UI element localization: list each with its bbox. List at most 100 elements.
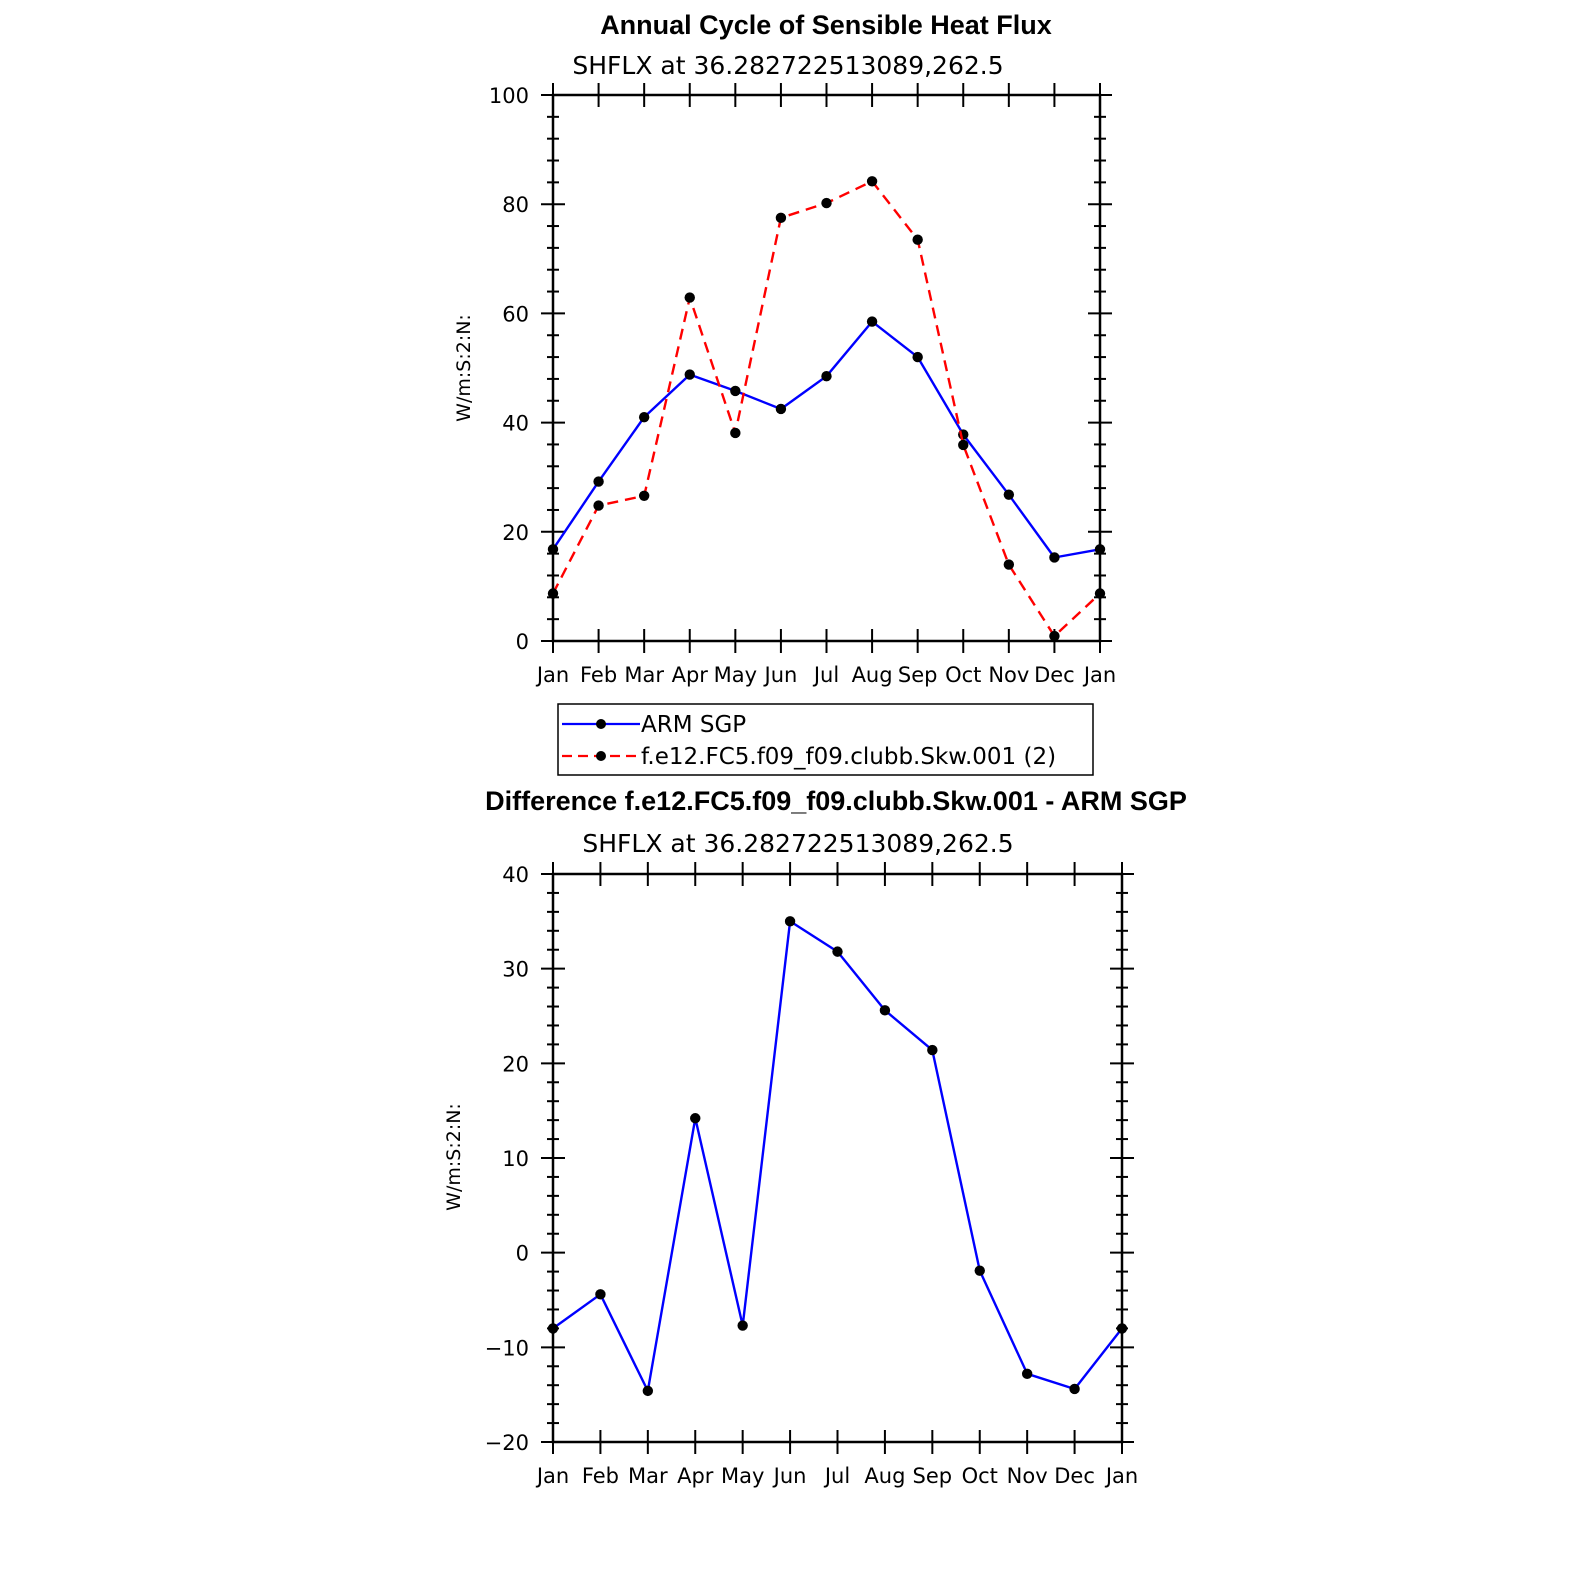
y-tick-label: 10 <box>502 1147 529 1171</box>
legend-entry-arm-sgp: ARM SGP <box>562 712 746 738</box>
data-point <box>832 946 843 957</box>
data-point <box>684 292 695 303</box>
data-point <box>690 1113 701 1124</box>
series-line-0 <box>552 320 1101 559</box>
y-tick-label: 30 <box>502 958 529 982</box>
y-tick-label: 100 <box>489 84 529 108</box>
data-point <box>1094 588 1106 599</box>
data-point <box>784 916 796 927</box>
series-line-0 <box>552 920 1123 1393</box>
data-point <box>912 234 923 245</box>
data-point <box>958 439 969 451</box>
data-point <box>593 500 604 511</box>
y-tick-label: −10 <box>485 1336 529 1360</box>
data-point <box>866 176 878 187</box>
data-point <box>775 212 787 224</box>
x-tick-label: Sep <box>913 1464 953 1488</box>
x-tick-label: Jan <box>1104 1464 1138 1488</box>
x-tick-label: Jan <box>535 663 569 687</box>
x-tick-label: Mar <box>624 663 664 687</box>
x-tick-label: Jul <box>823 1464 850 1488</box>
x-tick-label: May <box>714 663 757 687</box>
chart-title: Difference f.e12.FC5.f09_f09.clubb.Skw.0… <box>485 786 1187 816</box>
y-tick-label: 20 <box>502 1052 529 1076</box>
data-point <box>547 1323 559 1334</box>
chart-subtitle: SHFLX at 36.282722513089,262.5 <box>572 51 1003 80</box>
data-point <box>638 411 650 423</box>
data-point <box>912 351 923 363</box>
data-point <box>642 1385 654 1397</box>
data-point <box>775 403 787 415</box>
x-tick-label: Aug <box>852 663 893 687</box>
data-point <box>821 197 832 209</box>
legend-marker-arm-sgp <box>596 719 606 729</box>
chart-title: Annual Cycle of Sensible Heat Flux <box>600 10 1052 40</box>
plot-area: −20 −10 0 10 20 30 40 Jan Feb Mar Apr May Jun Jul Aug S… <box>485 862 1138 1488</box>
x-tick-label: Dec <box>1054 1464 1095 1488</box>
difference-chart: Difference f.e12.FC5.f09_f09.clubb.Skw.0… <box>443 786 1187 1488</box>
data-point <box>927 1044 938 1056</box>
data-point <box>879 1005 891 1016</box>
data-point <box>595 1289 606 1300</box>
x-tick-label: Dec <box>1034 663 1075 687</box>
x-tick-label: Jun <box>772 1464 807 1488</box>
x-tick-label: Apr <box>672 663 709 687</box>
legend-marker-model <box>596 751 606 761</box>
data-point <box>1021 1368 1033 1380</box>
x-tick-label: Sep <box>898 663 938 687</box>
x-tick-label: Jun <box>763 663 798 687</box>
data-point <box>1116 1323 1128 1334</box>
legend-label-arm-sgp: ARM SGP <box>641 712 746 738</box>
y-tick-label: 60 <box>502 302 529 326</box>
y-axis-label: W/m:S:2:N: <box>453 314 475 422</box>
x-tick-label: May <box>721 1464 764 1488</box>
y-tick-label: 40 <box>502 412 529 436</box>
data-point <box>1069 1383 1080 1395</box>
x-tick-label: Oct <box>945 663 981 687</box>
x-tick-label: Oct <box>962 1464 998 1488</box>
x-tick-label: Aug <box>864 1464 905 1488</box>
data-point <box>638 490 650 501</box>
legend-box <box>557 703 1094 776</box>
chart-subtitle: SHFLX at 36.282722513089,262.5 <box>582 829 1013 858</box>
x-tick-label: Mar <box>628 1464 668 1488</box>
y-tick-label: 0 <box>516 630 529 654</box>
y-tick-label: −20 <box>485 1431 529 1455</box>
data-point <box>1049 630 1060 642</box>
y-tick-label: 0 <box>516 1242 529 1266</box>
annual-cycle-chart: Annual Cycle of Sensible Heat Flux SHFLX… <box>453 10 1116 687</box>
y-axis-label: W/m:S:2:N: <box>443 1103 465 1211</box>
y-tick-label: 20 <box>502 521 529 545</box>
legend: ARM SGP f.e12.FC5.f09_f09.clubb.Skw.001 … <box>557 703 1094 776</box>
data-point <box>1003 489 1015 500</box>
data-point <box>866 316 878 327</box>
x-tick-label: Apr <box>677 1464 714 1488</box>
x-tick-label: Nov <box>1007 1464 1048 1488</box>
series-line-1 <box>551 180 1101 638</box>
x-tick-label: Jan <box>1082 663 1116 687</box>
data-point <box>593 476 604 487</box>
y-tick-label: 80 <box>502 193 529 217</box>
x-tick-label: Jan <box>535 1464 569 1488</box>
data-point <box>974 1265 985 1276</box>
x-tick-label: Feb <box>582 1464 619 1488</box>
legend-label-model: f.e12.FC5.f09_f09.clubb.Skw.001 (2) <box>641 744 1056 770</box>
plot-frame <box>551 93 1102 643</box>
legend-entry-model: f.e12.FC5.f09_f09.clubb.Skw.001 (2) <box>562 744 1056 770</box>
data-point <box>737 1320 748 1331</box>
data-point <box>1003 559 1015 570</box>
data-point <box>1094 544 1106 555</box>
data-point <box>547 588 559 599</box>
plot-frame <box>551 872 1124 1444</box>
x-tick-label: Jul <box>812 663 839 687</box>
data-point <box>730 385 741 397</box>
x-tick-label: Feb <box>580 663 617 687</box>
data-point <box>1049 552 1060 563</box>
data-point <box>821 370 832 382</box>
y-tick-label: 40 <box>502 863 529 887</box>
data-point <box>547 544 559 555</box>
plot-area: 0 20 40 60 80 100 Jan Feb Mar Apr May Jun Jul Aug Sep O… <box>489 83 1116 687</box>
data-point <box>730 427 741 439</box>
x-tick-label: Nov <box>988 663 1029 687</box>
